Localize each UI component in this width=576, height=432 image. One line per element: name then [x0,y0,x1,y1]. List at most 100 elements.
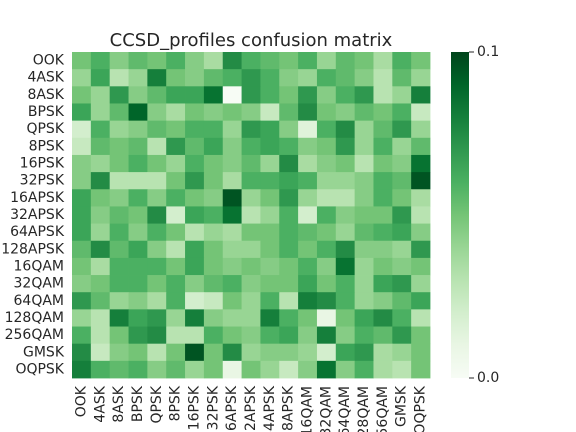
heatmap-cell [316,292,337,310]
heatmap-cell [109,309,129,327]
heatmap-cell [166,360,186,379]
heatmap-cell [147,103,167,122]
heatmap-cell [335,257,356,276]
heatmap-cell [203,189,224,207]
heatmap-cell [392,86,412,104]
heatmap-cell [316,360,337,379]
heatmap-cell [185,86,205,104]
heatmap-cell [147,275,167,293]
heatmap-cell [298,309,318,327]
heatmap-cell [241,240,261,259]
heatmap-cell [166,69,186,87]
heatmap-cell [298,103,318,122]
heatmap-cell [109,189,129,207]
heatmap-cell [411,103,431,122]
heatmap-cell [128,69,148,87]
heatmap-cell [411,257,431,276]
heatmap-cell [109,86,129,104]
heatmap-cell [316,223,337,242]
heatmap-cell [354,309,374,327]
heatmap-cell [166,292,186,310]
heatmap-cell [298,86,318,104]
heatmap-cell [354,154,374,173]
heatmap-cell [222,69,242,87]
heatmap-cell [335,154,356,173]
heatmap-cell [185,172,205,190]
heatmap-cell [90,206,111,224]
heatmap-cell [279,103,299,122]
heatmap-cell [335,52,356,70]
heatmap-cell [392,154,412,173]
heatmap-cell [185,257,205,276]
heatmap-cell [335,240,356,259]
column-tick-label: QPSK [149,385,165,423]
heatmap-cell [203,240,224,259]
heatmap-cell [260,137,280,156]
heatmap-cell [335,343,356,362]
heatmap-cell [354,292,374,310]
heatmap-cell [411,69,431,87]
column-tick-label: 16APSK [224,385,240,432]
heatmap-cell [260,223,280,242]
heatmap-cell [185,360,205,379]
column-tick-label: 32APSK [243,385,259,432]
heatmap-cell [241,206,261,224]
heatmap-cell [373,292,393,310]
heatmap-cell [316,52,337,70]
heatmap-cell [203,86,224,104]
column-tick-label: 8ASK [111,385,127,422]
heatmap-cell [90,240,111,259]
heatmap-cell [185,240,205,259]
heatmap-cell [241,326,261,345]
heatmap-cell [298,189,318,207]
heatmap-cell [72,103,92,122]
heatmap-cell [222,343,242,362]
row-tick-label: 16PSK [20,156,65,172]
column-tick-label: OOK [73,385,89,417]
heatmap-cell [185,326,205,345]
heatmap-cell [354,343,374,362]
row-tick-label: 64QAM [14,293,65,309]
heatmap-cell [203,154,224,173]
row-tick-label: BPSK [28,104,65,120]
row-tick-label: 32QAM [14,276,65,292]
heatmap-cell [279,240,299,259]
heatmap-cell [166,154,186,173]
heatmap-cell [203,137,224,156]
heatmap-cell [109,257,129,276]
heatmap-cell [222,154,242,173]
heatmap-cell [109,240,129,259]
heatmap-cell [411,326,431,345]
heatmap-cell [109,137,129,156]
heatmap-cell [185,103,205,122]
heatmap-cells [72,52,431,379]
heatmap-cell [392,292,412,310]
heatmap-cell [72,52,92,70]
heatmap-cell [109,172,129,190]
heatmap-cell [72,69,92,87]
heatmap-cell [147,86,167,104]
heatmap-cell [279,360,299,379]
heatmap-cell [392,206,412,224]
heatmap-cell [128,172,148,190]
heatmap-cell [316,206,337,224]
heatmap-cell [241,309,261,327]
heatmap-cell [203,223,224,242]
heatmap-cell [298,172,318,190]
heatmap-cell [354,206,374,224]
heatmap-cell [222,206,242,224]
heatmap-cell [109,343,129,362]
heatmap-cell [222,103,242,122]
heatmap-cell [128,137,148,156]
heatmap-cell [166,86,186,104]
heatmap-cell [241,137,261,156]
column-tick-label: 128APSK [281,385,297,432]
heatmap-cell [373,343,393,362]
heatmap-cell [279,326,299,345]
heatmap-cell [411,223,431,242]
heatmap-cell [392,223,412,242]
heatmap-cell [222,326,242,345]
heatmap-cell [147,326,167,345]
row-tick-label: 64APSK [10,224,65,240]
column-tick-label: 128QAM [356,386,372,432]
